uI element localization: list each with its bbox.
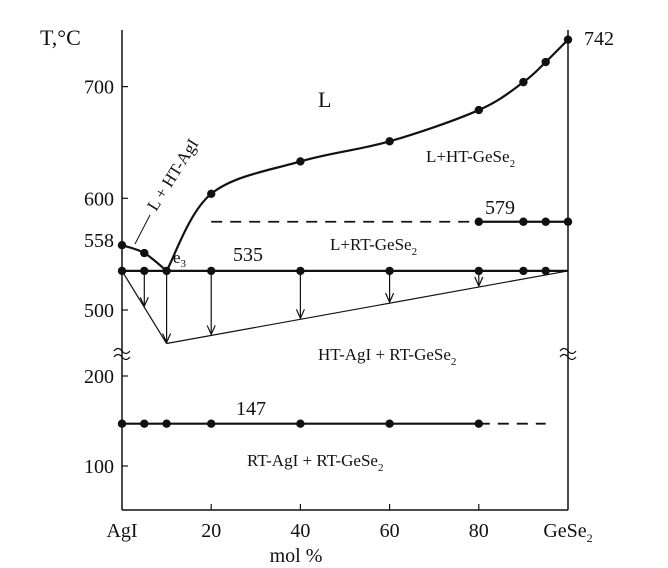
label-l-ht-agi: L + HT-AgI — [143, 135, 202, 214]
liquidus-point — [117, 241, 127, 250]
axis-break-marks — [113, 347, 577, 361]
axis-break-left-1 — [113, 347, 131, 355]
cooling-arrows — [139, 270, 484, 344]
label-liquid: L — [318, 87, 331, 112]
label-535: 535 — [233, 244, 263, 266]
eutectic-point — [162, 266, 171, 276]
eutectic-point — [140, 266, 149, 276]
label-558: 558 — [84, 230, 114, 252]
label-l-ht-gese2: L+HT-GeSe2 — [426, 147, 515, 170]
axis-break-left-2 — [113, 353, 131, 361]
label-l-ht-gese2-sub: 2 — [510, 158, 516, 170]
label-742: 742 — [584, 28, 614, 50]
label-l-ht-gese2-main: L+HT-GeSe — [426, 147, 510, 166]
liquidus-point — [541, 57, 550, 67]
label-eutectic: e3 — [173, 248, 187, 270]
eutectic-point — [474, 266, 483, 276]
eutectic-point — [541, 266, 550, 276]
phase-boundaries — [121, 38, 569, 425]
liquidus-point — [474, 105, 483, 115]
eutectic-point — [296, 266, 305, 276]
data-points — [117, 35, 573, 428]
x-tick-label: AgI — [106, 520, 137, 542]
cooling-arrow-head — [385, 292, 395, 304]
x-tick-label-gese: GeSe — [543, 520, 586, 542]
y-axis-label: T,°C — [40, 25, 81, 50]
label-eutectic-e: e — [173, 248, 181, 267]
cooling-arrow-head — [295, 309, 305, 320]
eutectic-point — [519, 266, 528, 276]
eutectic-point — [385, 266, 394, 276]
label-l-ht-agi-leader — [134, 214, 151, 245]
x-tick-label: 60 — [380, 520, 400, 542]
label-579: 579 — [485, 197, 515, 219]
transition-579-point — [563, 217, 573, 226]
liquidus-point — [519, 77, 528, 87]
x-tick-label: 80 — [469, 520, 489, 542]
label-ht-agi-rt-gese2-main: HT-AgI + RT-GeSe — [318, 345, 451, 364]
eutectic-point — [117, 266, 127, 276]
x-tick-label: GeSe2 — [543, 520, 592, 545]
cooling-arrow-head — [162, 333, 172, 344]
cooling-arrow-head — [206, 325, 216, 336]
label-l-rt-gese2-main: L+RT-GeSe — [330, 235, 412, 254]
label-l-rt-gese2-sub: 2 — [412, 246, 418, 258]
cooling-arrow-head — [139, 296, 149, 308]
liquidus-point — [140, 248, 149, 258]
transition-147-point — [162, 419, 171, 428]
label-ht-agi-rt-gese2-sub: 2 — [451, 356, 457, 368]
y-tick-label: 600 — [84, 188, 114, 210]
liquidus-point — [385, 137, 394, 146]
cooling-arrow-head — [474, 276, 484, 288]
liquidus-point — [563, 35, 573, 44]
transition-147-point — [385, 419, 394, 428]
liquidus-point — [296, 157, 305, 166]
liquidus-point — [207, 189, 216, 199]
y-tick-label: 200 — [84, 366, 114, 388]
y-tick-label: 500 — [84, 300, 114, 322]
transition-147-point — [474, 419, 483, 428]
axis-break-right-2 — [559, 353, 577, 361]
label-rt-agi-rt-gese2-sub: 2 — [378, 462, 384, 474]
transition-147-point — [296, 419, 305, 428]
label-ht-agi-rt-gese2: HT-AgI + RT-GeSe2 — [318, 345, 456, 368]
transition-579-point — [474, 217, 483, 226]
axis-break-right-1 — [559, 347, 577, 355]
label-rt-agi-rt-gese2-main: RT-AgI + RT-GeSe — [247, 451, 378, 470]
x-tick-label: 20 — [201, 520, 221, 542]
eutectic-point — [207, 266, 216, 276]
label-147: 147 — [236, 398, 266, 420]
ticks — [122, 85, 480, 510]
label-eutectic-sub: 3 — [181, 258, 187, 270]
x-tick-label: 40 — [290, 520, 310, 542]
x-tick-label-sub: 2 — [587, 531, 593, 545]
tammann-right-edge — [166, 270, 569, 345]
transition-147-point — [140, 419, 149, 428]
transition-579-point — [519, 217, 528, 226]
y-tick-label: 700 — [84, 77, 114, 99]
x-axis-label: mol % — [270, 545, 323, 567]
label-rt-agi-rt-gese2: RT-AgI + RT-GeSe2 — [247, 451, 383, 474]
transition-579-point — [541, 217, 550, 226]
transition-147-point — [207, 419, 216, 428]
transition-147-point — [117, 419, 127, 428]
label-l-rt-gese2: L+RT-GeSe2 — [330, 235, 417, 258]
y-tick-label: 100 — [84, 456, 114, 478]
